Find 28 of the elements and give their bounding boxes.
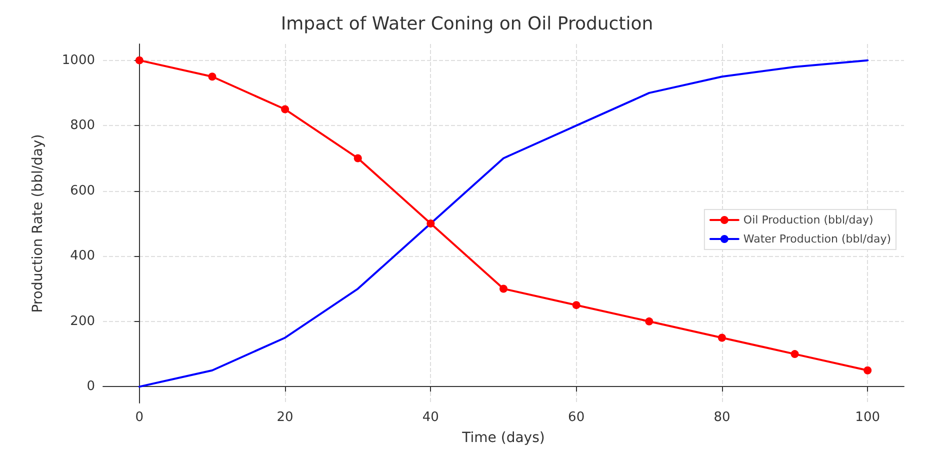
y-tick-label: 200 [70, 314, 95, 329]
point [500, 284, 508, 293]
x-tick-label: 20 [276, 410, 294, 425]
y-axis-title: Production Rate (bbl/day) [30, 134, 46, 313]
x-tick-label: 80 [714, 410, 730, 425]
point [572, 301, 580, 310]
legend-label: Water Production (bbl/day) [743, 232, 891, 246]
legend-label: Oil Production (bbl/day) [743, 214, 874, 226]
point [354, 154, 362, 162]
point [645, 317, 654, 326]
x-tick-label: 100 [855, 410, 880, 425]
x-tick-label: 0 [135, 410, 144, 425]
point [135, 56, 144, 64]
chart-title: Impact of Water Coning on Oil Production [280, 14, 654, 34]
point [790, 350, 799, 358]
x-axis-title: Time (days) [461, 430, 545, 446]
x-tick-label: 60 [568, 410, 585, 425]
point [208, 72, 216, 81]
y-tick-label: 800 [70, 118, 95, 134]
x-tick-label: 40 [422, 410, 439, 425]
point [281, 105, 290, 114]
y-tick-label: 400 [70, 248, 95, 264]
point [718, 334, 726, 342]
y-tick-label: 1000 [62, 52, 95, 68]
y-tick-label: 0 [86, 379, 95, 394]
point [426, 220, 435, 228]
point [864, 366, 872, 374]
y-tick-label: 600 [70, 183, 95, 198]
